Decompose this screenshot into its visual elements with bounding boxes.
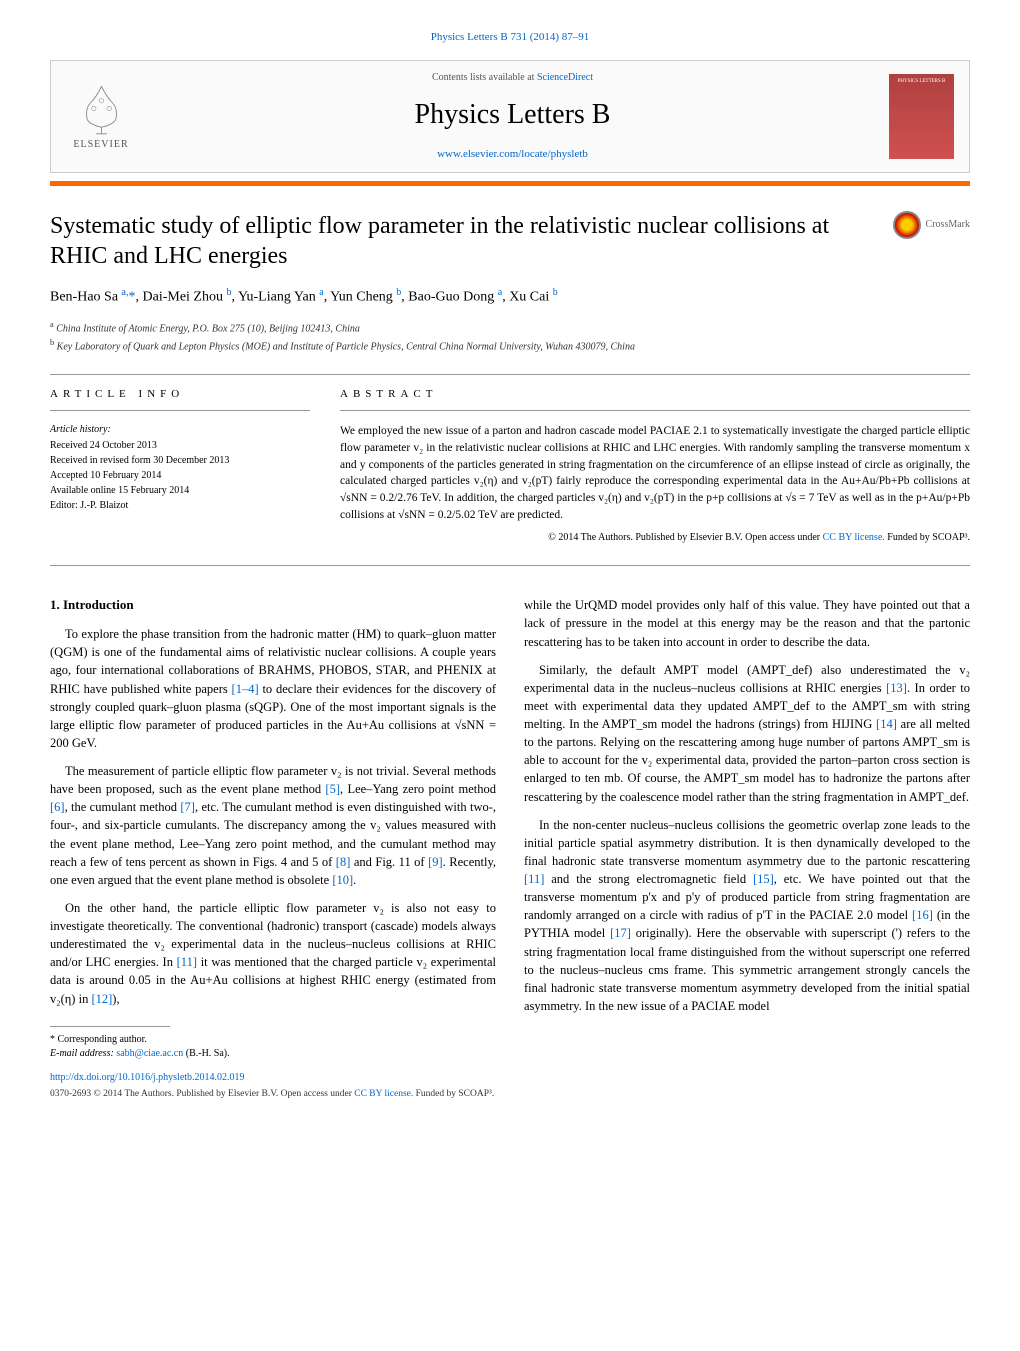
body-top-rule: [50, 565, 970, 566]
abstract-rule: [340, 410, 970, 411]
article-title: Systematic study of elliptic flow parame…: [50, 211, 830, 271]
history-label: Article history:: [50, 423, 310, 437]
info-rule: [50, 410, 310, 411]
crossmark-icon: [893, 211, 921, 239]
cc-by-footer-link[interactable]: CC BY license.: [354, 1089, 413, 1099]
para-r3: In the non-center nucleus–nucleus collis…: [524, 816, 970, 1015]
author-list: Ben-Hao Sa a,*, Dai-Mei Zhou b, Yu-Liang…: [50, 286, 970, 307]
orange-divider-bar: [50, 181, 970, 186]
sciencedirect-link[interactable]: ScienceDirect: [537, 72, 593, 83]
email-footnote: E-mail address: sabh@ciae.ac.cn (B.-H. S…: [50, 1047, 496, 1061]
journal-homepage-link[interactable]: www.elsevier.com/locate/physletb: [136, 147, 889, 162]
elsevier-text: ELSEVIER: [73, 138, 128, 152]
abstract-column: ABSTRACT We employed the new issue of a …: [340, 387, 970, 545]
history-online: Available online 15 February 2014: [50, 484, 310, 498]
section-1-heading: 1. Introduction: [50, 596, 496, 615]
abstract-text: We employed the new issue of a parton an…: [340, 423, 970, 523]
para-l2: The measurement of particle elliptic flo…: [50, 762, 496, 889]
left-column: 1. Introduction To explore the phase tra…: [50, 596, 496, 1060]
elsevier-tree-icon: [74, 81, 129, 136]
doi-link[interactable]: http://dx.doi.org/10.1016/j.physletb.201…: [50, 1071, 970, 1085]
journal-name: Physics Letters B: [136, 95, 889, 134]
cc-by-link[interactable]: CC BY license.: [823, 532, 885, 543]
para-r1: while the UrQMD model provides only half…: [524, 596, 970, 650]
body-columns: 1. Introduction To explore the phase tra…: [50, 596, 970, 1060]
history-received: Received 24 October 2013: [50, 439, 310, 453]
affiliation-a: a China Institute of Atomic Energy, P.O.…: [50, 319, 970, 336]
journal-cover-thumbnail[interactable]: PHYSICS LETTERS B: [889, 74, 954, 159]
affiliations: a China Institute of Atomic Energy, P.O.…: [50, 319, 970, 354]
para-l1: To explore the phase transition from the…: [50, 625, 496, 752]
journal-header: ELSEVIER Contents lists available at Sci…: [50, 60, 970, 173]
header-center: Contents lists available at ScienceDirec…: [136, 71, 889, 162]
section-rule: [50, 374, 970, 375]
para-l3: On the other hand, the particle elliptic…: [50, 899, 496, 1008]
journal-citation[interactable]: Physics Letters B 731 (2014) 87–91: [50, 30, 970, 45]
abstract-heading: ABSTRACT: [340, 387, 970, 402]
footnote-separator: [50, 1026, 170, 1027]
issn-copyright-line: 0370-2693 © 2014 The Authors. Published …: [50, 1088, 970, 1101]
article-info-column: ARTICLE INFO Article history: Received 2…: [50, 387, 310, 545]
history-revised: Received in revised form 30 December 201…: [50, 454, 310, 468]
abstract-copyright: © 2014 The Authors. Published by Elsevie…: [340, 531, 970, 545]
info-abstract-row: ARTICLE INFO Article history: Received 2…: [50, 387, 970, 545]
history-editor: Editor: J.-P. Blaizot: [50, 499, 310, 513]
crossmark-label: CrossMark: [926, 218, 970, 232]
author-email-link[interactable]: sabh@ciae.ac.cn: [116, 1048, 183, 1059]
affiliation-b: b Key Laboratory of Quark and Lepton Phy…: [50, 337, 970, 354]
crossmark-badge[interactable]: CrossMark: [893, 211, 970, 239]
cover-title: PHYSICS LETTERS B: [898, 78, 946, 85]
corresponding-author-note: * Corresponding author.: [50, 1033, 496, 1047]
history-accepted: Accepted 10 February 2014: [50, 469, 310, 483]
article-info-heading: ARTICLE INFO: [50, 387, 310, 402]
right-column: while the UrQMD model provides only half…: [524, 596, 970, 1060]
para-r2: Similarly, the default AMPT model (AMPT_…: [524, 661, 970, 806]
contents-available-text: Contents lists available at ScienceDirec…: [136, 71, 889, 85]
elsevier-logo[interactable]: ELSEVIER: [66, 77, 136, 157]
